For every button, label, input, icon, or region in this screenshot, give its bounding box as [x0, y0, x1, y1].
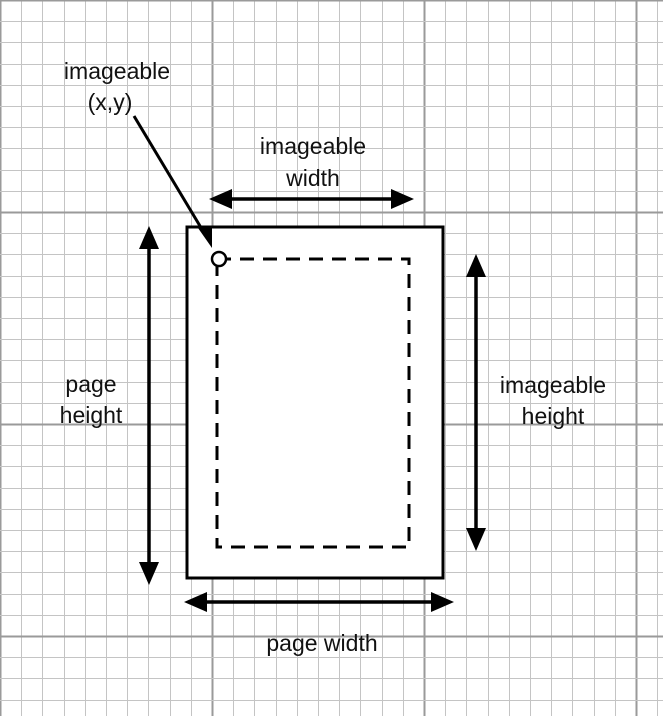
- imageable-height-label-line2: height: [522, 403, 585, 429]
- page-height-arrow: [139, 226, 159, 585]
- imageable-width-arrow: [209, 189, 414, 209]
- imageable-xy-label-line2: (x,y): [88, 89, 133, 115]
- imageable-width-label-line1: imageable: [260, 133, 366, 159]
- imageable-area: [215, 257, 411, 549]
- imageable-height-arrow: [466, 254, 486, 551]
- imageable-xy-label-line1: imageable: [64, 58, 170, 84]
- page-width-label: page width: [266, 630, 377, 656]
- page-rectangle: [185, 225, 445, 580]
- imageable-xy-pointer: [132, 115, 212, 248]
- page-height-label-line1: page: [65, 371, 116, 397]
- imageable-origin-marker: [210, 250, 228, 268]
- page-height-label-line2: height: [60, 402, 123, 428]
- page-width-arrow: [184, 592, 454, 612]
- imageable-width-label-line2: width: [285, 165, 340, 191]
- imageable-height-label-line1: imageable: [500, 372, 606, 398]
